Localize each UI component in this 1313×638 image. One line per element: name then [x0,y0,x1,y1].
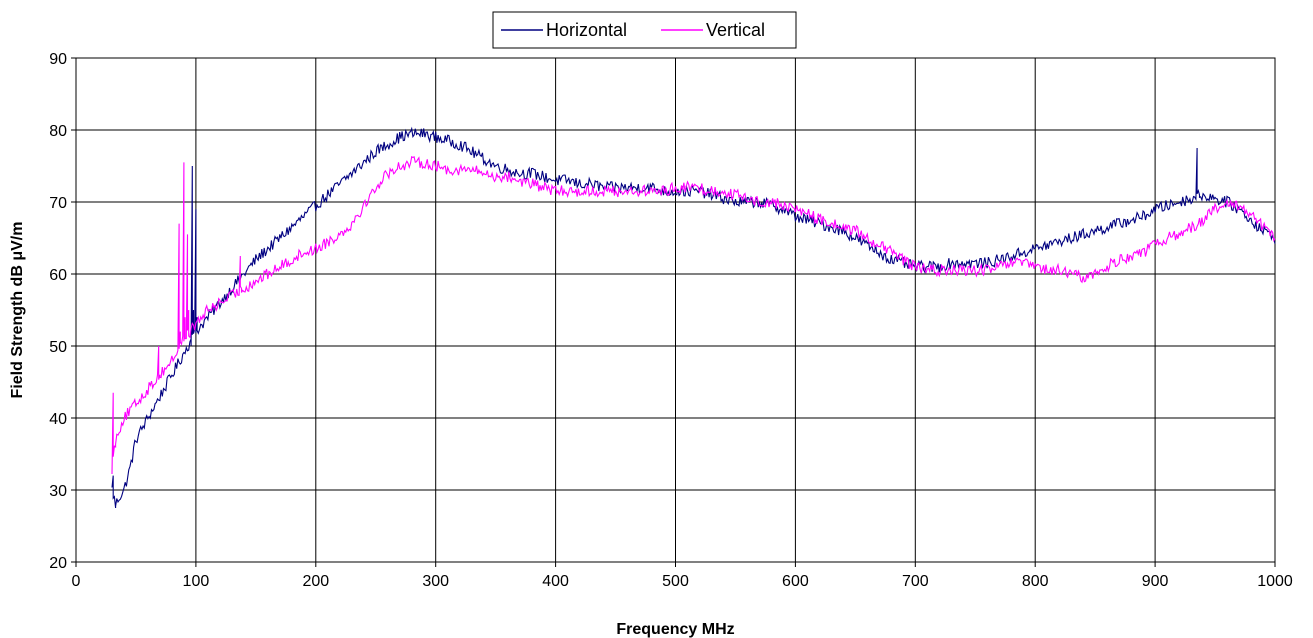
y-tick-label: 50 [49,339,67,356]
legend: Horizontal Vertical [492,11,797,49]
x-tick-label: 0 [72,573,81,590]
x-tick-label: 600 [782,573,809,590]
y-tick-label: 60 [49,267,67,284]
x-tick-label: 400 [542,573,569,590]
grid-lines [75,57,1276,563]
x-tick-label: 500 [662,573,689,590]
series-line-horizontal [111,126,1276,509]
y-tick-label: 40 [49,411,67,428]
x-tick-label: 900 [1142,573,1169,590]
y-tick-label: 20 [49,555,67,572]
y-axis-title: Field Strength dB μV/m [9,222,26,399]
y-tick-label: 80 [49,123,67,140]
legend-label-vertical: Vertical [706,20,765,40]
legend-label-horizontal: Horizontal [546,20,627,40]
x-tick-label: 100 [183,573,210,590]
series-line-vertical [111,155,1276,475]
y-tick-label: 30 [49,483,67,500]
x-tick-label: 300 [422,573,449,590]
x-tick-label: 1000 [1257,573,1293,590]
y-tick-label: 70 [49,195,67,212]
legend-box [492,11,797,49]
x-tick-label: 800 [1022,573,1049,590]
x-tick-label: 200 [302,573,329,590]
x-axis-title: Frequency MHz [616,621,734,638]
tick-labels: 0 100 200 300 400 500 600 700 800 900 1000 20 30 40 50… [49,51,1293,590]
series-lines [111,126,1276,509]
x-tick-label: 700 [902,573,929,590]
y-tick-label: 90 [49,51,67,68]
